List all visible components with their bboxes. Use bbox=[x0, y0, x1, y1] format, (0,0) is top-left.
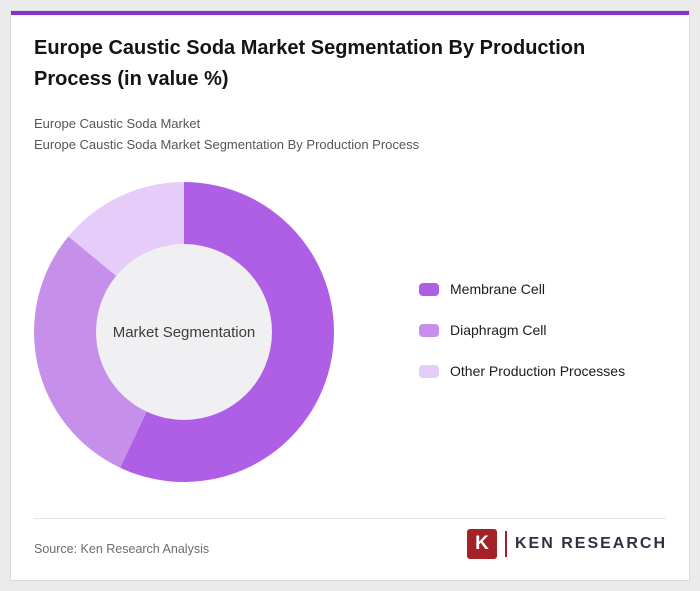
legend-label: Diaphragm Cell bbox=[450, 322, 547, 338]
chart-legend: Membrane Cell Diaphragm Cell Other Product… bbox=[419, 281, 625, 379]
legend-item: Membrane Cell bbox=[419, 281, 625, 297]
ken-research-logo: K KEN RESEARCH bbox=[466, 529, 667, 559]
legend-label: Membrane Cell bbox=[450, 281, 545, 297]
chart-subtitle-line1: Europe Caustic Soda Market bbox=[34, 116, 201, 131]
page-title: Europe Caustic Soda Market Segmentation … bbox=[34, 37, 586, 90]
footer-divider bbox=[34, 518, 666, 519]
donut-chart-svg bbox=[34, 182, 334, 482]
legend-swatch bbox=[419, 282, 439, 296]
source-text: Source: Ken Research Analysis bbox=[34, 542, 210, 556]
legend-item: Diaphragm Cell bbox=[419, 322, 625, 338]
top-accent-bar bbox=[11, 11, 689, 15]
legend-swatch bbox=[419, 364, 439, 378]
legend-swatch bbox=[419, 323, 439, 337]
report-card: Europe Caustic Soda Market Segmentation … bbox=[10, 10, 690, 581]
logo-brand-text: KEN RESEARCH bbox=[514, 535, 667, 552]
legend-item: Other Production Processes bbox=[419, 363, 625, 379]
ken-research-logo-icon: K bbox=[466, 529, 497, 559]
chart-subtitle-line2: Europe Caustic Soda Market Segmentation … bbox=[34, 137, 420, 152]
logo-separator bbox=[504, 531, 507, 557]
donut-hole bbox=[96, 244, 272, 420]
legend-label: Other Production Processes bbox=[450, 363, 626, 379]
donut-chart: Market Segmentation bbox=[34, 182, 334, 482]
